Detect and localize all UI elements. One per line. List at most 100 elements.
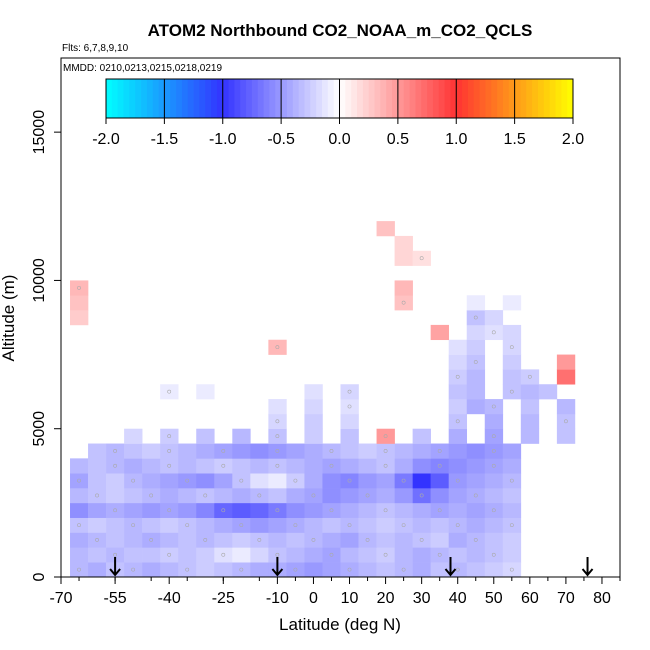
heatmap-cell	[268, 443, 287, 459]
heatmap-cell	[484, 488, 504, 504]
heatmap-cell	[394, 443, 413, 459]
colorbar: -2.0 -1.5 -1.0 -0.5 0.0 0.5 1.0 1.5 2.0	[92, 78, 584, 148]
sample-point	[167, 508, 172, 513]
colorbar-segment	[526, 79, 533, 118]
heatmap-cell	[448, 532, 468, 548]
colorbar-segment	[450, 79, 457, 118]
sample-point	[275, 449, 280, 453]
heatmap-cell	[106, 443, 125, 459]
heatmap-cell	[394, 488, 413, 504]
heatmap-cell	[268, 399, 287, 415]
heatmap-cell	[466, 443, 486, 459]
heatmap-cell	[214, 532, 233, 548]
heatmap-cell	[160, 562, 179, 578]
heatmap-cell	[268, 532, 287, 548]
colorbar-segment	[111, 79, 119, 118]
heatmap-cell	[214, 502, 233, 518]
heatmap-cell	[466, 384, 486, 400]
heatmap-cell	[268, 458, 287, 474]
heatmap-cell	[466, 354, 486, 370]
heatmap-cell	[448, 413, 468, 430]
heatmap-cell	[322, 502, 341, 518]
heatmap-cell	[142, 517, 161, 533]
x-tick-label: 40	[449, 590, 467, 607]
sample-point	[473, 493, 478, 498]
colorbar-segment	[532, 79, 539, 118]
heatmap-cell	[502, 562, 522, 578]
latitude-arrow	[109, 557, 121, 577]
heatmap-cell	[466, 324, 486, 341]
heatmap-cell	[178, 547, 197, 563]
heatmap-cell	[322, 517, 341, 533]
heatmap-cell	[268, 413, 287, 430]
sample-point	[401, 300, 406, 305]
heatmap-cell	[106, 532, 125, 548]
heatmap-cell	[160, 488, 179, 504]
sample-point	[77, 285, 81, 290]
axes: -70 -55 -40 -25 -10 0 10 20 30 40 50 60 70 80 0 5000 100…	[31, 110, 621, 607]
heatmap-cell	[340, 443, 359, 459]
colorbar-tick-label: -1.5	[151, 131, 179, 148]
heatmap-cell	[304, 488, 323, 504]
heatmap-cell	[304, 502, 323, 518]
heatmap-cell	[394, 235, 413, 252]
sample-point	[113, 449, 118, 453]
colorbar-segment	[141, 79, 148, 118]
x-tick-label: 80	[593, 590, 611, 607]
heatmap-cell	[412, 250, 431, 266]
heatmap-cell	[358, 473, 377, 489]
colorbar-segment	[537, 79, 545, 118]
heatmap-cell	[304, 399, 323, 415]
heatmap-cell	[70, 488, 89, 504]
heatmap-cell	[232, 428, 251, 444]
heatmap-cell	[430, 443, 449, 459]
colorbar-segment	[158, 79, 165, 118]
sample-point	[293, 478, 298, 483]
sample-point	[473, 360, 478, 364]
sample-point	[347, 523, 352, 528]
heatmap-cell	[484, 428, 504, 444]
heatmap-cell	[178, 443, 197, 459]
sample-point	[473, 315, 478, 320]
heatmap-cell	[214, 458, 233, 474]
sample-point	[455, 523, 460, 528]
heatmap-cell	[484, 517, 504, 533]
flights-subtitle: Flts: 6,7,8,9,10	[62, 43, 129, 54]
heatmap-cell	[322, 473, 341, 489]
sample-point	[167, 552, 172, 557]
colorbar-tick-label: -2.0	[92, 131, 120, 148]
heatmap-cell	[106, 502, 125, 518]
colorbar-segment	[333, 79, 340, 118]
sample-point	[149, 493, 154, 498]
heatmap-cell	[304, 532, 323, 548]
colorbar-segment	[106, 79, 113, 118]
colorbar-segment	[520, 79, 527, 118]
heatmap-cell	[430, 547, 449, 563]
heatmap-cell	[466, 369, 486, 385]
colorbar-segment	[339, 79, 346, 118]
sample-point	[131, 523, 136, 528]
colorbar-segment	[491, 79, 498, 118]
sample-point	[275, 434, 280, 439]
latitude-arrow	[444, 557, 457, 577]
sample-point	[239, 523, 244, 528]
colorbar-segment	[345, 79, 352, 118]
heatmap-cell	[196, 428, 215, 444]
heatmap-cell	[160, 428, 179, 444]
heatmap-cell	[196, 502, 215, 518]
colorbar-segment	[170, 79, 177, 118]
heatmap-cell	[484, 547, 504, 563]
heatmap-cell	[124, 458, 143, 474]
heatmap-cell	[502, 384, 522, 400]
heatmap-cell	[448, 488, 468, 504]
heatmap-cell	[412, 473, 431, 489]
heatmap-cell	[466, 532, 486, 548]
heatmap-cell	[70, 532, 89, 548]
heatmap-cell	[268, 473, 287, 489]
heatmap-cell	[484, 443, 504, 459]
sample-point	[185, 478, 190, 483]
y-tick-label: 15000	[31, 110, 48, 155]
heatmap-cell	[340, 473, 359, 489]
sample-point	[347, 389, 352, 394]
